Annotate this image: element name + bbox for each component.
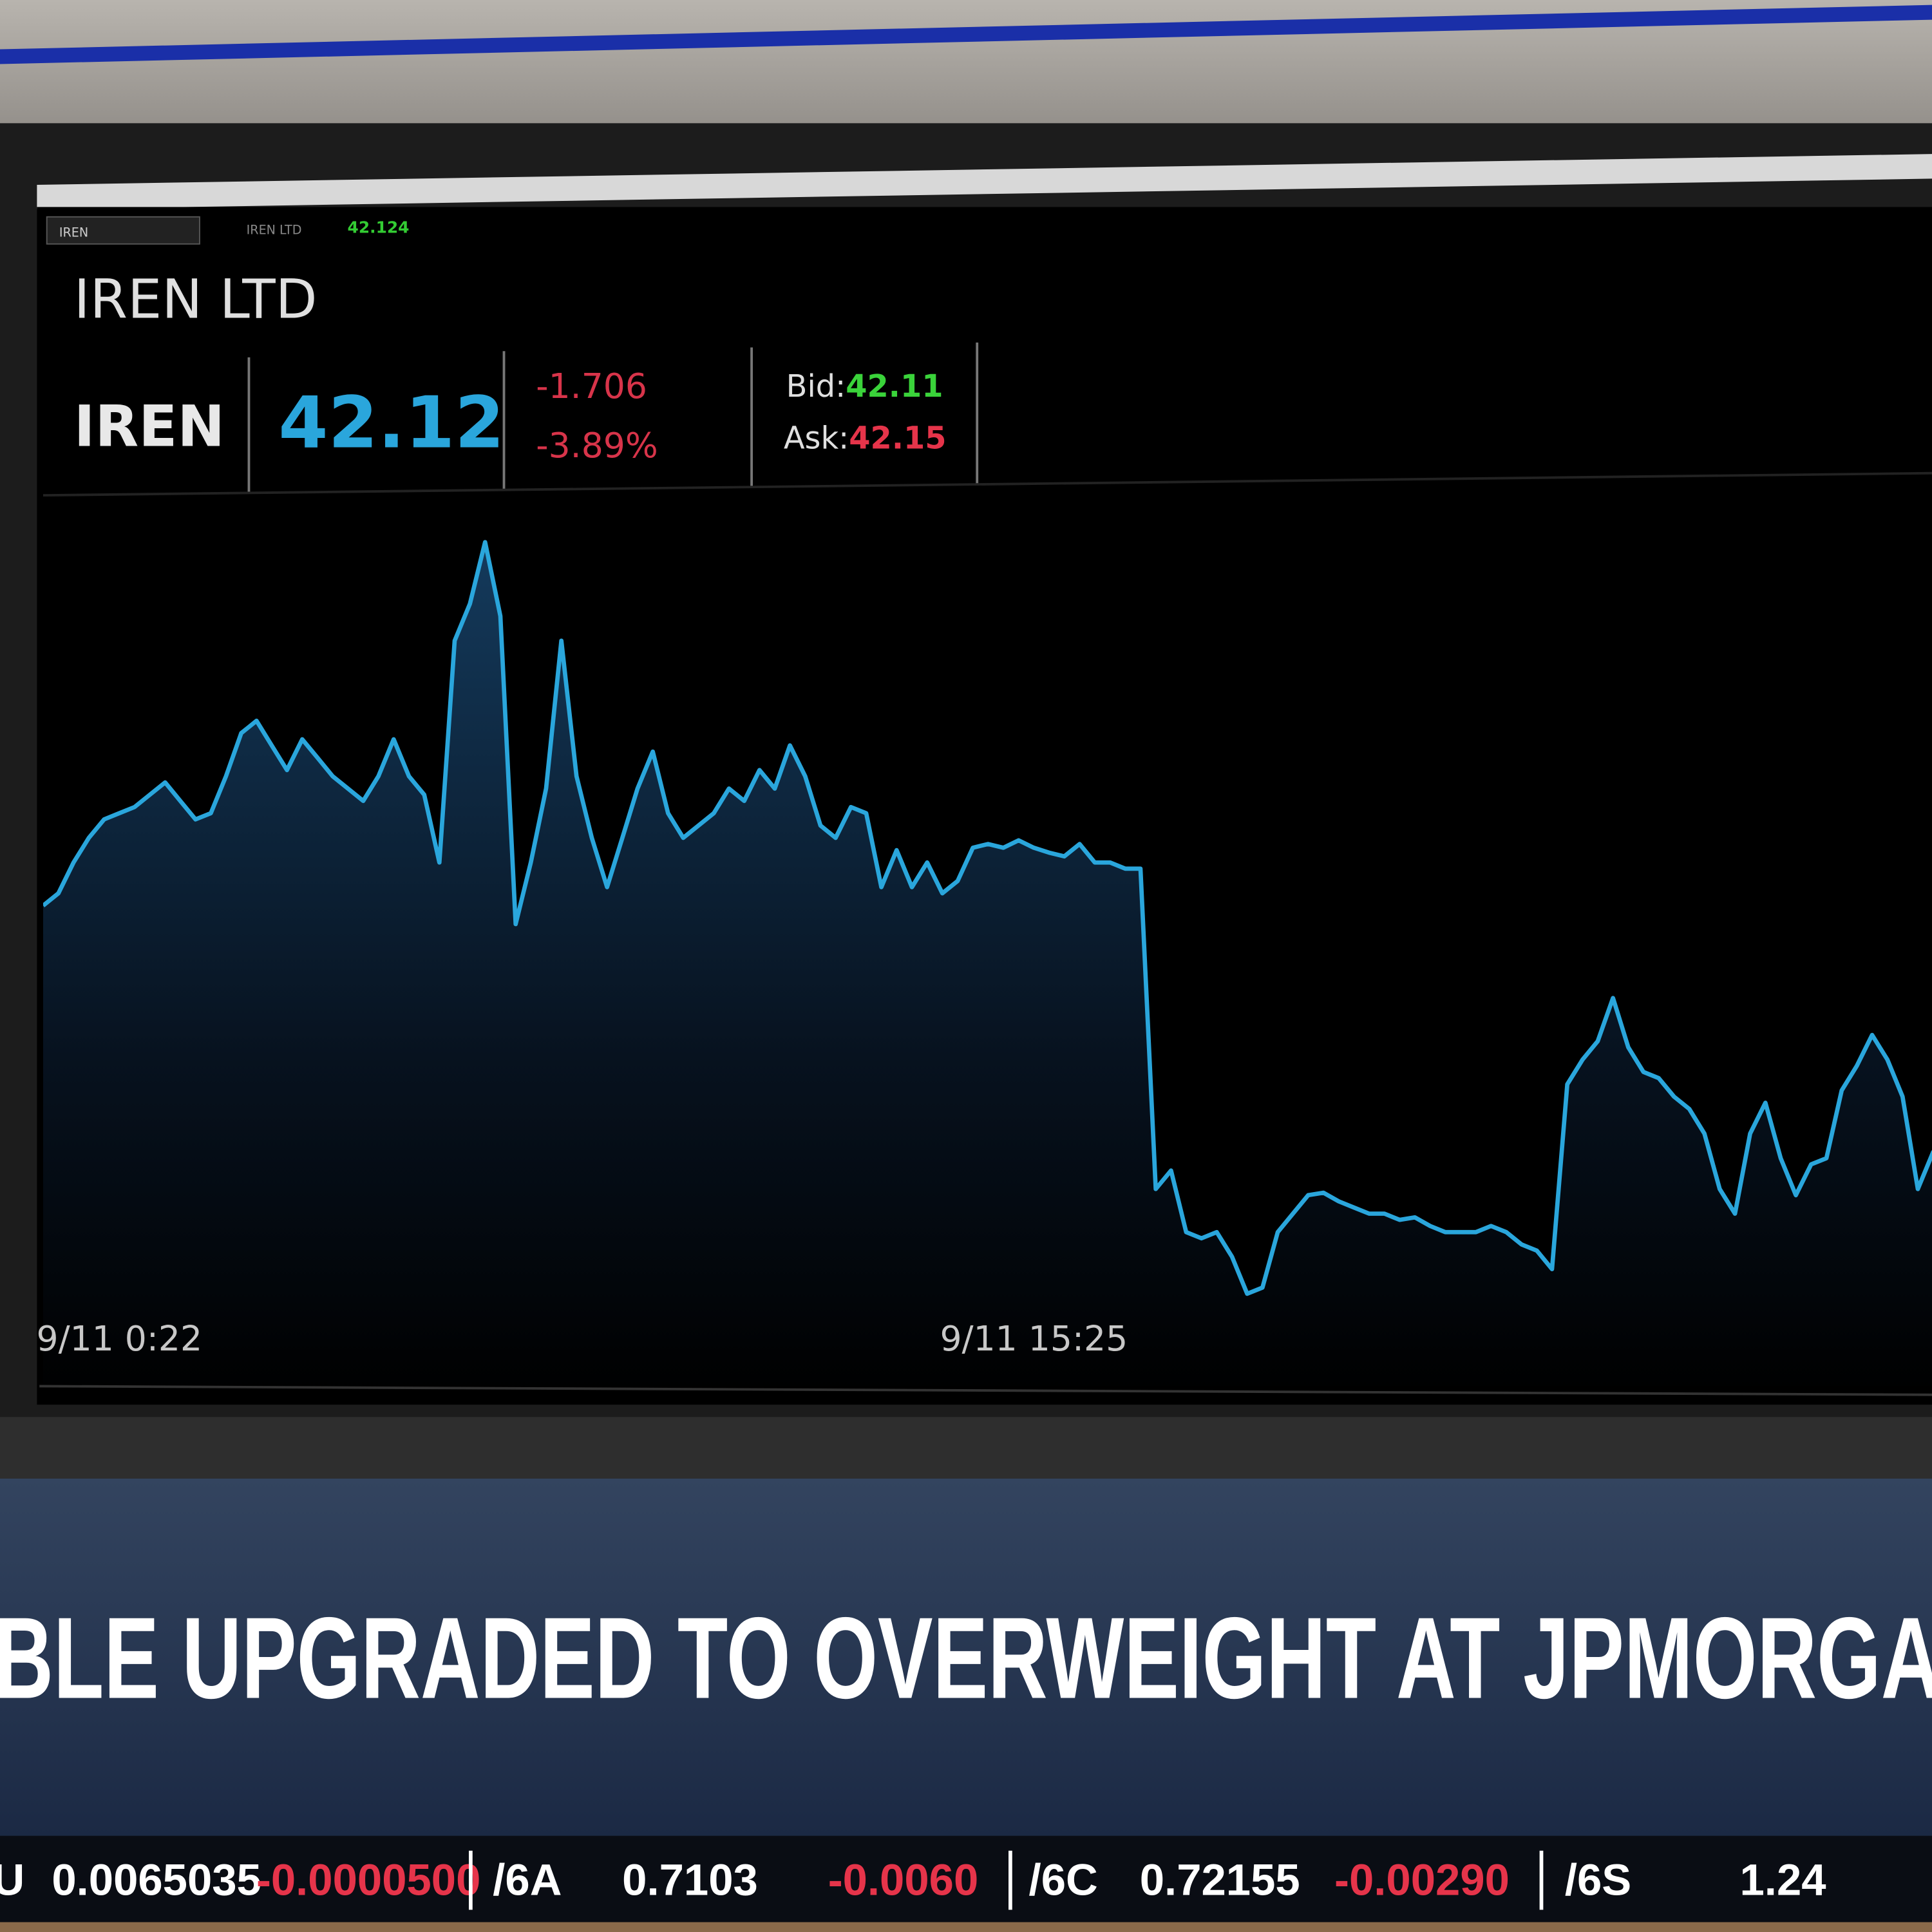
ticker-price: 0.72155 [1140, 1855, 1300, 1905]
ticker-symbol: /6A [493, 1855, 562, 1905]
ticker-bar [0, 1835, 1932, 1922]
ticker-change: -0.00290 [1334, 1855, 1510, 1905]
toolbar-symbol: IREN [59, 225, 88, 240]
x-tick-label: 9/11 0:22 [37, 1318, 203, 1359]
header-divider [43, 471, 1932, 497]
ticker-symbol: U [0, 1855, 24, 1905]
plot-area [43, 540, 1932, 1387]
ticker-price: 1.24 [1740, 1855, 1826, 1905]
ticker-symbol: /6C [1029, 1855, 1098, 1905]
quote-name: IREN LTD [74, 268, 317, 331]
quote-symbol: IREN [74, 393, 225, 460]
ticker-change: -0.0000500 [256, 1855, 480, 1905]
ticker-price: 0.7103 [622, 1855, 758, 1905]
toolbar-last: 42.124 [348, 218, 410, 237]
ask-label: Ask:42.15 [784, 421, 947, 456]
bid-label: Bid:42.11 [786, 369, 943, 404]
x-axis: 9/11 0:229/11 15:259 [37, 1318, 1128, 1359]
screen-bottom-edge [39, 1385, 1932, 1396]
quote-change: -1.706 [536, 366, 647, 406]
quote-last: 42.12 [278, 382, 504, 465]
price-line [43, 540, 1932, 1296]
toolbar-name: IREN LTD [247, 223, 302, 238]
quote-change-pct: -3.89% [536, 425, 658, 466]
quote-separators [247, 342, 979, 493]
ticker-change: -0.0060 [828, 1855, 979, 1905]
window-titlebar [37, 154, 1932, 210]
ticker-price: 0.0065035 [52, 1855, 261, 1905]
ticker-separators [468, 1850, 1544, 1910]
price-area [43, 542, 1932, 1387]
x-tick-label: 9/11 15:25 [940, 1318, 1128, 1359]
headline-banner [0, 1478, 1932, 1836]
monitor-base [0, 1417, 1932, 1479]
desk-edge [0, 1922, 1932, 1932]
ticker-symbol: /6S [1565, 1855, 1631, 1905]
symbol-box[interactable] [46, 216, 200, 245]
blue-strip [0, 5, 1932, 64]
headline: BLE UPGRADED TO OVERWEIGHT AT JPMORGA [0, 1593, 1932, 1723]
